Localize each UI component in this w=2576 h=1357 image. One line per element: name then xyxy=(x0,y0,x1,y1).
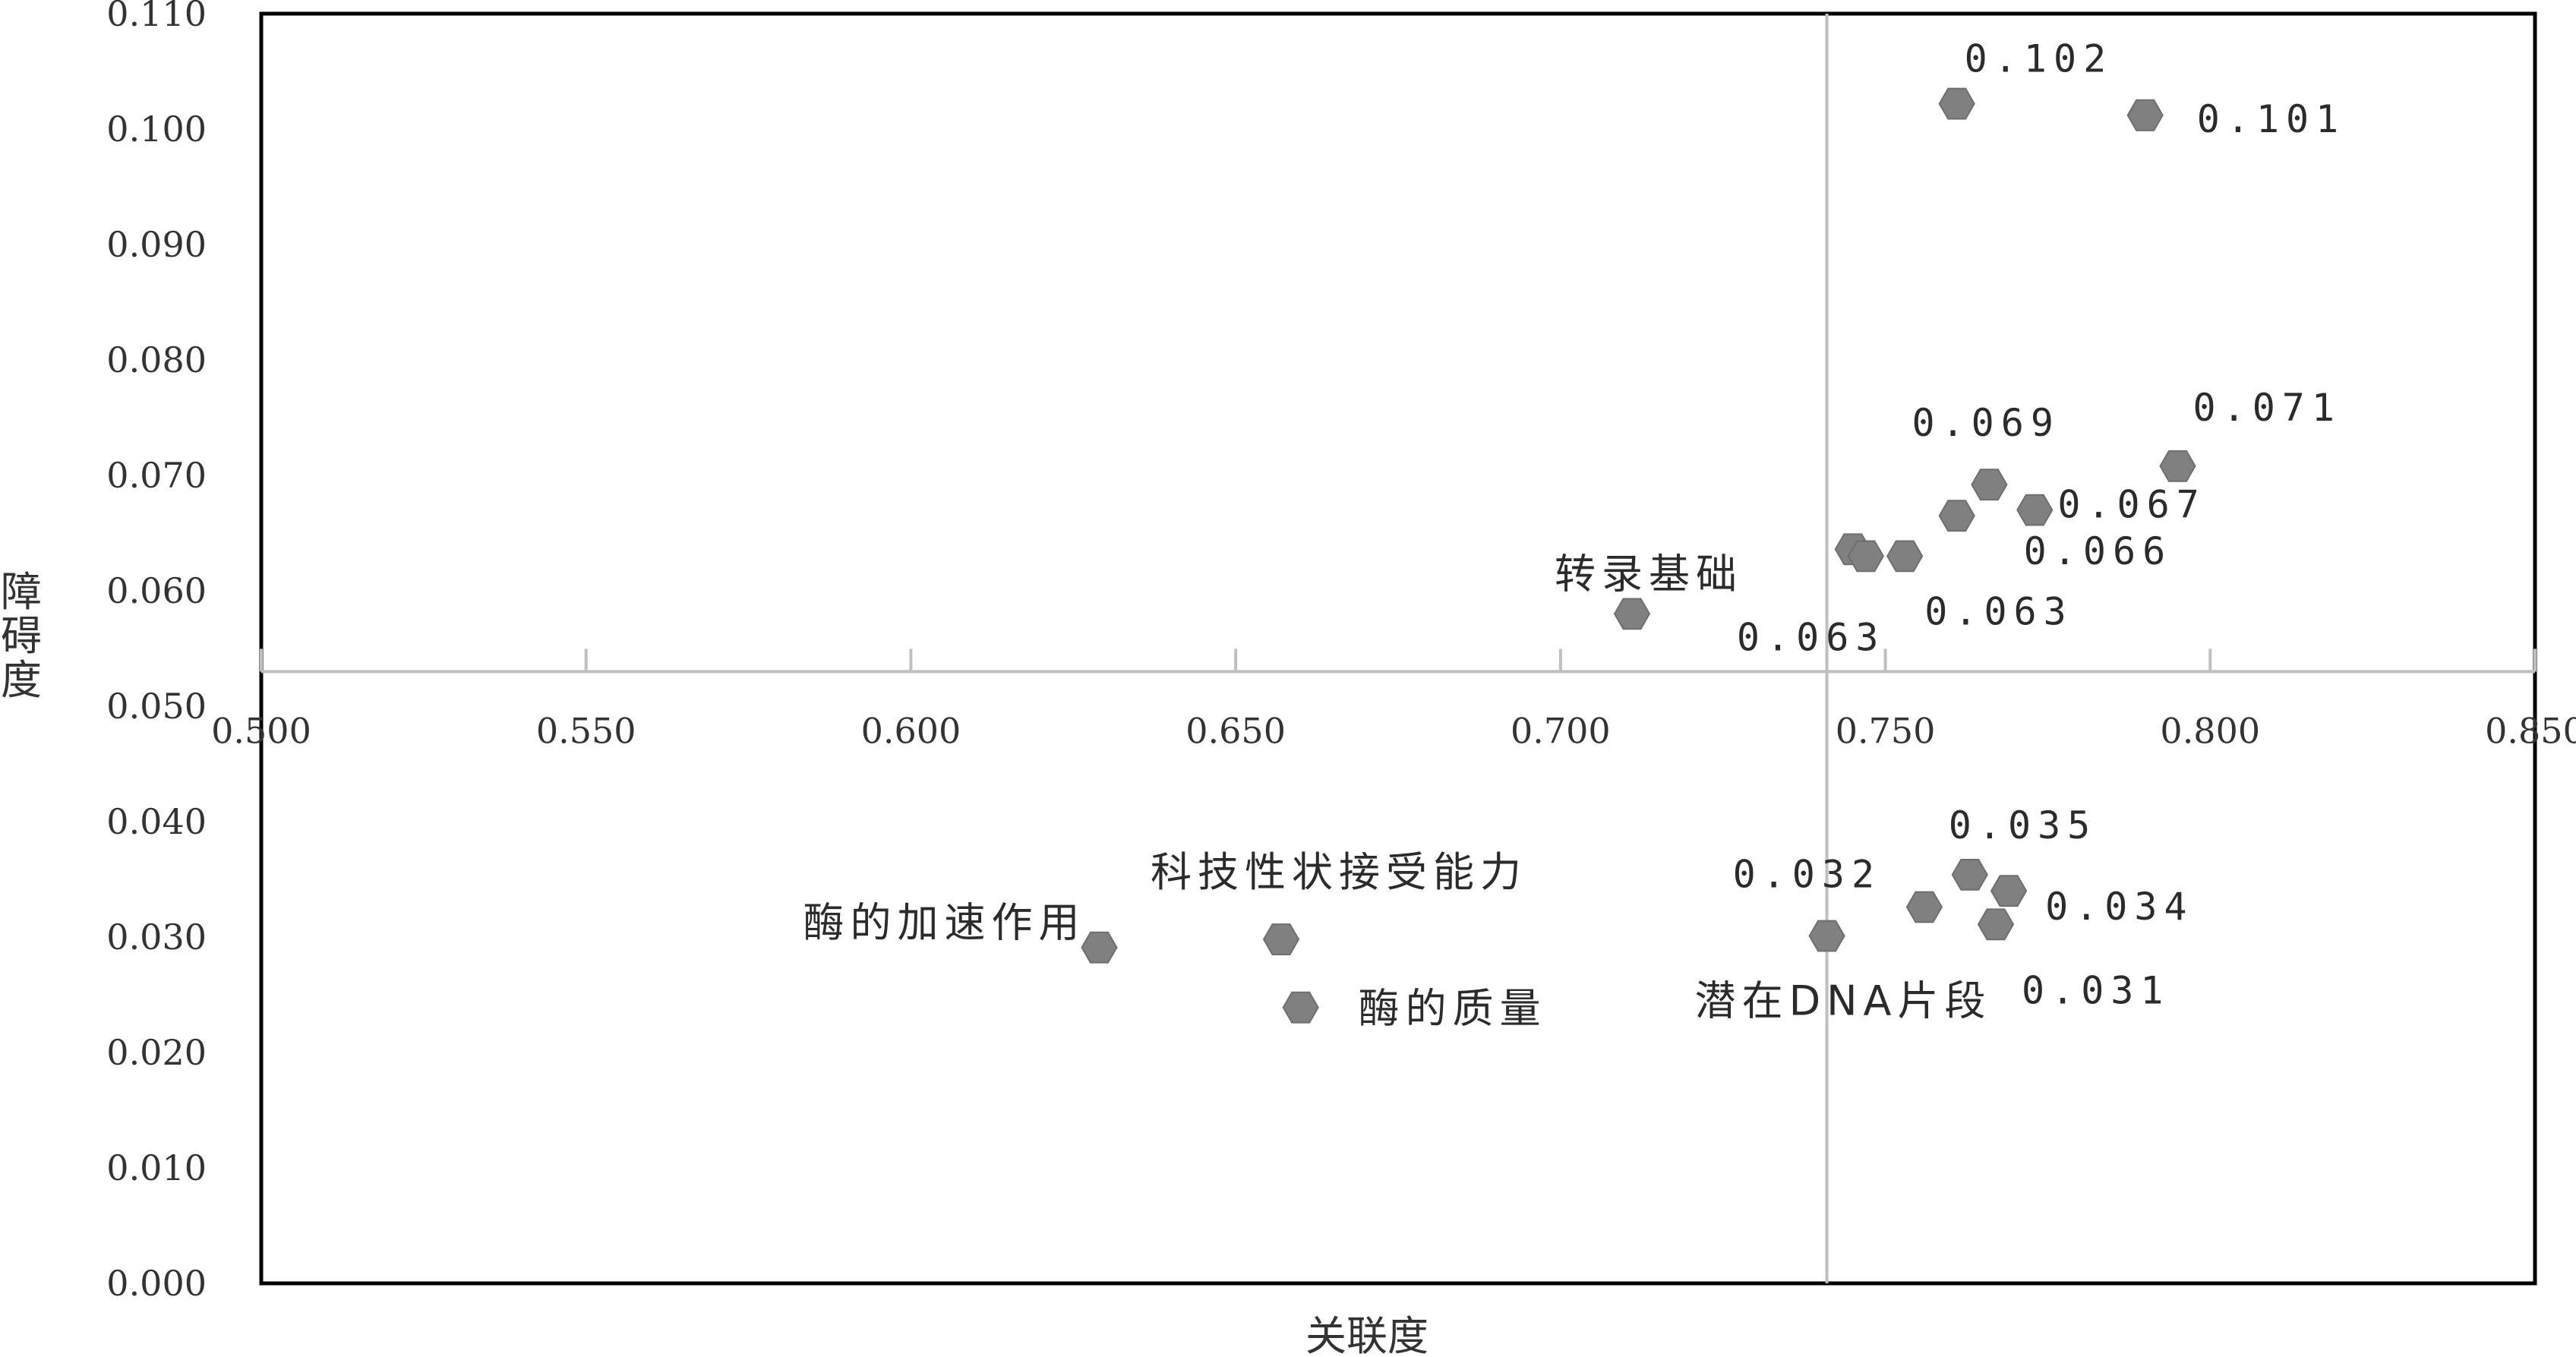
y-tick-label: 0.080 xyxy=(106,339,207,380)
data-point xyxy=(1990,875,2028,907)
data-point xyxy=(1886,540,1924,573)
y-tick-label: 0.070 xyxy=(106,455,207,496)
x-tick-label: 0.850 xyxy=(2485,710,2576,751)
y-tick-label: 0.060 xyxy=(106,570,207,611)
y-tick-label: 0.020 xyxy=(106,1032,207,1073)
data-point xyxy=(2016,494,2054,526)
x-tick-label: 0.500 xyxy=(211,710,311,751)
x-tick-label: 0.650 xyxy=(1185,710,1286,751)
data-label: 潜在DNA片段 xyxy=(1695,977,1992,1024)
y-tick-label: 0.100 xyxy=(106,109,207,150)
data-point xyxy=(1938,500,1975,532)
data-point xyxy=(1262,923,1300,955)
data-label: 酶的质量 xyxy=(1359,985,1547,1033)
y-tick-label: 0.050 xyxy=(106,686,207,727)
y-tick-label: 0.010 xyxy=(106,1147,207,1188)
data-point xyxy=(1977,908,2015,941)
data-point xyxy=(1081,931,1118,964)
x-tick-label: 0.550 xyxy=(536,710,636,751)
data-label: 0.032 xyxy=(1733,852,1882,896)
y-axis-title-char: 度 xyxy=(1,656,42,704)
data-point xyxy=(1613,598,1651,630)
data-point xyxy=(1971,469,2008,501)
data-point xyxy=(2126,99,2164,131)
data-point xyxy=(1905,891,1943,923)
data-label: 0.031 xyxy=(2022,968,2170,1012)
y-axis-title: 障碍度 xyxy=(1,568,42,704)
data-label: 0.035 xyxy=(1949,803,2098,847)
data-label: 0.063 xyxy=(1737,615,1886,659)
data-label: 0.069 xyxy=(1911,401,2060,445)
y-axis-title-char: 障 xyxy=(1,568,42,616)
x-tick-label: 0.700 xyxy=(1511,710,1611,751)
data-label: 科技性状接受能力 xyxy=(1151,848,1527,896)
data-point xyxy=(1938,87,1975,120)
axes-layer xyxy=(260,14,2537,1283)
plot-frame xyxy=(259,11,2537,1286)
data-points xyxy=(1081,87,2196,1024)
x-tick-label: 0.750 xyxy=(1836,710,1936,751)
data-label: 0.063 xyxy=(1924,589,2073,633)
data-point xyxy=(1808,920,1845,952)
plot-frame-layer xyxy=(259,11,2537,1286)
data-label: 0.067 xyxy=(2057,483,2206,527)
data-label: 0.034 xyxy=(2045,885,2194,929)
data-point xyxy=(2159,450,2196,482)
x-tick-label: 0.800 xyxy=(2160,710,2260,751)
data-label: 0.102 xyxy=(1965,37,2114,81)
y-tick-label: 0.110 xyxy=(106,0,207,34)
data-label: 转录基础 xyxy=(1555,550,1743,598)
data-label: 0.101 xyxy=(2197,97,2346,141)
y-tick-label: 0.090 xyxy=(106,224,207,265)
data-label: 0.066 xyxy=(2024,529,2173,573)
y-axis-title-char: 碍 xyxy=(1,612,42,660)
y-tick-label: 0.040 xyxy=(106,801,207,842)
x-tick-labels: 0.500 0.550 0.600 0.650 0.700 0.750 0.800 0.850 xyxy=(211,710,2576,751)
data-point xyxy=(1951,859,1988,891)
y-tick-labels: 0.000 0.010 0.020 0.030 0.040 0.050 0.060 0.070… xyxy=(106,0,207,1304)
data-point xyxy=(1282,991,1319,1024)
y-tick-label: 0.030 xyxy=(106,917,207,958)
y-tick-label: 0.000 xyxy=(106,1263,207,1304)
x-tick-label: 0.600 xyxy=(861,710,961,751)
data-label: 0.071 xyxy=(2193,386,2342,430)
x-axis-title: 关联度 xyxy=(1305,1312,1428,1357)
data-label: 酶的加速作用 xyxy=(803,899,1086,947)
data-point xyxy=(1847,540,1885,573)
